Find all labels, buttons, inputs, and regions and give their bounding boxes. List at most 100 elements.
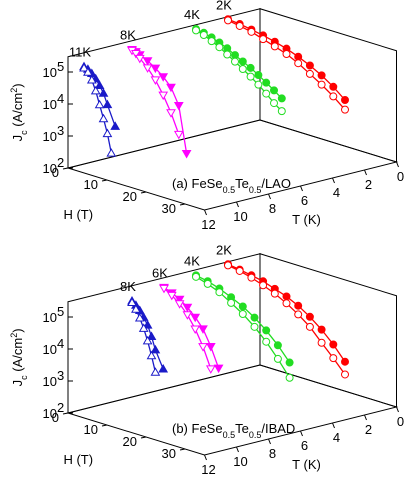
marker (317, 338, 326, 347)
marker (198, 343, 208, 352)
marker (317, 80, 326, 89)
t-tick (204, 209, 207, 216)
x-tick-label: 30 (162, 201, 176, 216)
marker (150, 367, 161, 376)
marker (90, 85, 101, 95)
marker (273, 354, 282, 363)
chart-title-part: 0.5 (223, 185, 236, 195)
t-tick (396, 406, 399, 413)
marker (273, 341, 282, 350)
y-axis-label-part: c (19, 130, 29, 135)
chart-title-part: Te (235, 176, 249, 191)
t-tick (268, 438, 271, 445)
marker (270, 86, 278, 95)
series-label: 2K (216, 242, 232, 257)
marker (142, 335, 153, 345)
floor (66, 364, 399, 456)
marker (223, 50, 232, 59)
t-tick (236, 201, 239, 208)
x-axis-label: H (T) (63, 452, 93, 467)
marker (254, 71, 263, 80)
x-tick (140, 191, 147, 194)
series-label: 4K (184, 7, 200, 22)
y-axis-label-part: J (10, 380, 25, 387)
marker (247, 27, 256, 36)
marker (102, 128, 113, 138)
marker (131, 50, 141, 59)
y-axis-label-part: ) (10, 83, 25, 87)
marker (238, 57, 247, 66)
marker (134, 312, 145, 322)
marker (282, 292, 291, 301)
series-label: 8K (120, 279, 136, 294)
y-axis-label: Jc (A/cm2) (9, 83, 29, 141)
y-tick-label: 10 (43, 374, 57, 389)
marker (277, 107, 286, 116)
marker (127, 297, 137, 306)
marker (173, 130, 184, 140)
marker (205, 365, 216, 374)
x-tick-label: 20 (123, 189, 137, 204)
t-tick (364, 414, 367, 421)
marker (215, 43, 224, 52)
back-wall (259, 253, 397, 408)
marker (246, 72, 255, 81)
y-tick-label: 10 (43, 129, 57, 144)
t-tick-label: 6 (301, 193, 308, 208)
x-tick-label: 30 (162, 446, 176, 461)
marker (329, 82, 338, 91)
t-tick (268, 193, 271, 200)
x-tick-label: 0 (52, 165, 59, 180)
y-tick-label: 10 (43, 406, 57, 421)
series-label: 6K (152, 265, 168, 280)
y-tick-sup: 4 (57, 336, 64, 351)
y-tick-label: 10 (43, 161, 57, 176)
marker (150, 344, 161, 354)
marker (83, 67, 93, 76)
marker (270, 42, 279, 51)
marker (158, 363, 169, 373)
marker (98, 113, 109, 123)
t-tick-label: 4 (333, 185, 340, 200)
y-axis-label-part: c (19, 375, 29, 380)
marker (174, 295, 185, 305)
marker (190, 325, 201, 334)
marker (213, 364, 224, 374)
marker (102, 99, 113, 109)
y-tick-label: 10 (43, 342, 57, 357)
x-tick (101, 424, 108, 427)
marker (250, 322, 259, 331)
marker (262, 78, 271, 87)
x-tick (179, 448, 186, 451)
x-tick-label: 10 (84, 177, 98, 192)
t-tick-label: 12 (201, 462, 215, 477)
y-axis-label-part: J (10, 135, 25, 142)
marker (158, 73, 169, 82)
marker (262, 337, 271, 346)
t-tick-label: 0 (397, 414, 404, 429)
marker (86, 75, 97, 84)
t-tick-label: 4 (333, 430, 340, 445)
t-tick (204, 454, 207, 461)
marker (207, 37, 216, 46)
x-tick (62, 167, 69, 170)
y-axis-label-part: (A/cm (10, 338, 25, 376)
y-axis-label: Jc (A/cm2) (9, 328, 29, 386)
marker (341, 96, 349, 104)
x-axis-label: H (T) (63, 207, 93, 222)
marker (294, 301, 303, 310)
marker (250, 313, 259, 322)
y-tick-sup: 4 (57, 91, 64, 106)
marker (134, 54, 145, 64)
y-axis-label-part: 2 (9, 88, 19, 93)
marker (150, 64, 161, 74)
marker (270, 289, 279, 298)
x-tick-label: 20 (123, 434, 137, 449)
chart-title-part: (b) FeSe (172, 421, 223, 436)
chart-title-part: Te (235, 421, 249, 436)
t-tick-label: 10 (233, 209, 247, 224)
marker (305, 322, 314, 331)
marker (94, 80, 105, 90)
y-tick-sup: 5 (57, 59, 64, 74)
